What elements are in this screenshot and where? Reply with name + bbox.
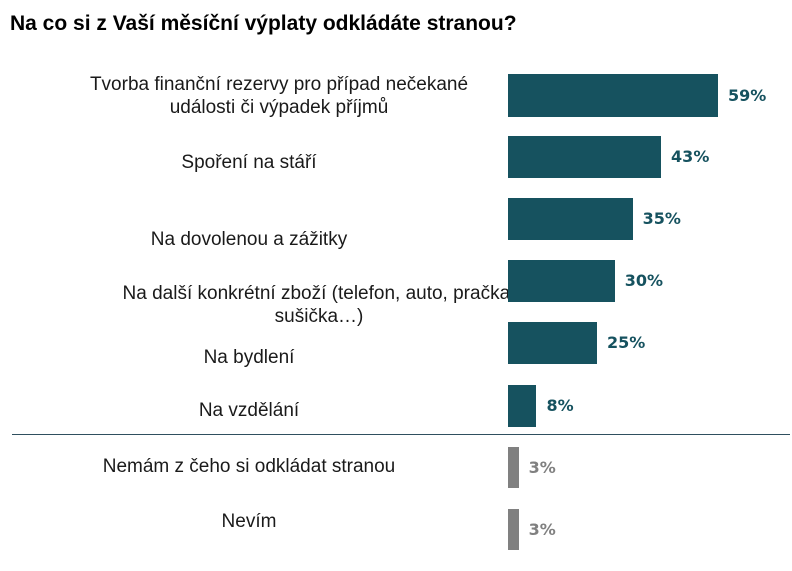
divider-line: [12, 434, 790, 435]
category-label: Nevím: [221, 511, 277, 532]
value-label: 43%: [671, 147, 710, 166]
bar: [508, 136, 662, 178]
bar: [508, 509, 519, 550]
bar: [508, 260, 615, 302]
bar: [508, 385, 537, 427]
value-label: 30%: [624, 271, 664, 290]
bar: [508, 322, 597, 364]
category-label: Na vzdělání: [198, 400, 300, 421]
category-label: Na dovolenou a zážitky: [150, 229, 348, 250]
bar: [508, 447, 519, 488]
category-label: Spoření na stáří: [181, 152, 317, 173]
bar: [508, 198, 633, 240]
value-label: 3%: [528, 519, 556, 539]
category-label: Na bydlení: [203, 347, 295, 368]
bar: [508, 74, 718, 117]
category-label: Nemám z čeho si odkládat stranou: [102, 456, 396, 477]
value-label: 8%: [546, 396, 574, 415]
value-label: 3%: [528, 457, 556, 477]
value-label: 59%: [728, 85, 767, 105]
value-label: 25%: [606, 333, 646, 352]
category-label: Na další konkrétní zboží (telefon, auto,…: [122, 283, 516, 327]
category-label: Tvorba finanční rezervy pro případ neček…: [89, 74, 469, 118]
chart-title: Na co si z Vaší měsíční výplaty odkládát…: [10, 12, 517, 35]
value-label: 35%: [642, 209, 681, 228]
